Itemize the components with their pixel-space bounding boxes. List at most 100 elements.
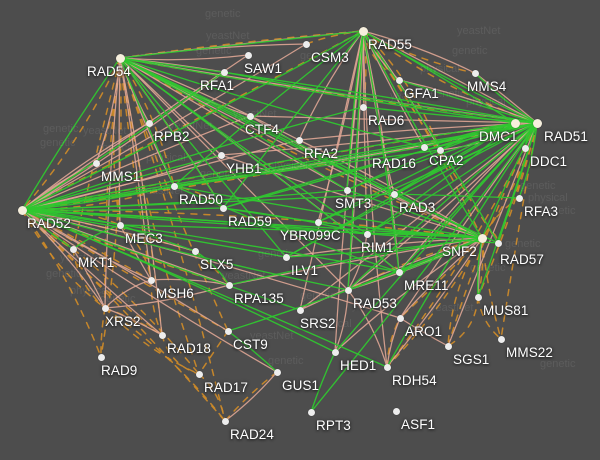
- graph-node-cst9[interactable]: [224, 327, 232, 335]
- graph-node-rad52[interactable]: [17, 205, 27, 215]
- graph-node-dmc1[interactable]: [510, 118, 520, 128]
- edge-RAD52-CST9: [21, 209, 229, 332]
- edge-RAD51-MMS4: [474, 72, 538, 124]
- graph-node-smt3[interactable]: [343, 186, 351, 194]
- edge-RAD55-DMC1: [362, 30, 516, 124]
- graph-node-ctf4[interactable]: [246, 112, 254, 120]
- graph-node-mec3[interactable]: [116, 221, 124, 229]
- edge-MUS81-MMS22: [477, 296, 502, 340]
- graph-node-csm3[interactable]: [302, 40, 310, 48]
- edge-RAD51-MUS81: [477, 122, 538, 298]
- edge-RAD54-XRS2: [104, 57, 121, 309]
- graph-node-rfa1[interactable]: [220, 68, 228, 76]
- edge-RAD52-RAD59: [21, 207, 224, 211]
- edge-RAD52-RDH54: [21, 209, 388, 368]
- graph-node-srs2[interactable]: [296, 306, 304, 314]
- graph-node-hed1[interactable]: [331, 348, 339, 356]
- graph-node-asf1[interactable]: [392, 407, 400, 415]
- edge-RAD52-ILV1: [21, 209, 287, 258]
- edge-XRS2-MKT1: [72, 248, 106, 309]
- graph-node-rad9[interactable]: [97, 353, 105, 361]
- edge-RAD51-GFA1: [398, 79, 538, 124]
- edge-RAD51-MMS4: [474, 72, 538, 124]
- edge-RAD54-RAD59: [119, 57, 224, 209]
- graph-node-rim1[interactable]: [363, 230, 371, 238]
- edge-RAD52-RAD55: [21, 30, 364, 211]
- graph-node-snf2[interactable]: [477, 233, 487, 243]
- edge-SNF2-CST9: [227, 237, 483, 332]
- edge-RAD55-MRE11: [362, 30, 400, 273]
- graph-node-cpa2[interactable]: [420, 143, 428, 151]
- edge-RAD54-CST9: [119, 57, 229, 332]
- graph-node-rfa2[interactable]: [295, 136, 303, 144]
- edge-RAD55-YBR099C: [317, 30, 364, 223]
- edge-RAD52-MKT1: [21, 209, 74, 250]
- graph-node-rad6[interactable]: [359, 103, 367, 111]
- edge-RAD51-GFA1: [398, 79, 538, 124]
- edge-RAD54-RAD55: [119, 30, 364, 59]
- edge-RAD52-RAD53: [21, 209, 349, 291]
- graph-node-rad54[interactable]: [115, 53, 125, 63]
- edge-DMC1-ILV1: [285, 122, 516, 258]
- graph-node-rpb2[interactable]: [145, 119, 153, 127]
- graph-node-rdh54[interactable]: [383, 363, 391, 371]
- graph-node-rad59[interactable]: [219, 204, 227, 212]
- edge-RAD18-RAD17: [161, 334, 200, 375]
- edge-RAD17-RAD24: [198, 373, 226, 422]
- edge-RAD55-RFA2: [298, 30, 364, 141]
- graph-node-sgs1[interactable]: [444, 342, 452, 350]
- graph-node-rad57[interactable]: [494, 239, 502, 247]
- edge-RAD54-RAD18: [119, 57, 163, 336]
- graph-node-rad18[interactable]: [158, 331, 166, 339]
- graph-node-rad24[interactable]: [221, 417, 229, 425]
- graph-node-ddc1[interactable]: [521, 144, 529, 152]
- graph-node-mus81[interactable]: [474, 293, 482, 301]
- edge-SNF2-SGS1: [447, 237, 483, 347]
- edge-RAD51-RIM1: [366, 122, 538, 235]
- graph-node-aro1[interactable]: [396, 314, 404, 322]
- edge-RAD54-ILV1: [119, 57, 287, 258]
- graph-node-rad53[interactable]: [344, 286, 352, 294]
- edge-RAD52-SRS2: [21, 209, 301, 311]
- graph-node-rad50[interactable]: [170, 182, 178, 190]
- graph-node-rfa3[interactable]: [515, 194, 523, 202]
- graph-node-gus1[interactable]: [273, 368, 281, 376]
- edge-RAD55-SRS2: [299, 30, 364, 311]
- edge-RAD52-ARO1: [21, 209, 401, 319]
- graph-node-saw1[interactable]: [244, 51, 252, 59]
- graph-node-rad16[interactable]: [436, 146, 444, 154]
- edge-SNF2-MEC3: [119, 224, 483, 239]
- graph-node-rad51[interactable]: [532, 118, 542, 128]
- graph-node-ybr099c[interactable]: [314, 218, 322, 226]
- edge-SNF2-MMS22: [481, 237, 502, 340]
- edge-XRS2-RAD24: [104, 307, 226, 422]
- graph-node-mms1[interactable]: [92, 159, 100, 167]
- graph-node-ilv1[interactable]: [282, 253, 290, 261]
- graph-node-xrs2[interactable]: [101, 304, 109, 312]
- edge-RAD52-RIM1: [21, 209, 368, 235]
- edge-RAD54-MSH6: [119, 57, 152, 281]
- graph-node-rpt3[interactable]: [307, 408, 315, 416]
- edge-RAD52-RAD18: [21, 209, 163, 336]
- edge-RAD51-RAD53: [347, 122, 538, 291]
- graph-node-msh6[interactable]: [147, 276, 155, 284]
- graph-node-rad17[interactable]: [195, 370, 203, 378]
- graph-node-mms22[interactable]: [497, 335, 505, 343]
- graph-node-rpa135[interactable]: [225, 281, 233, 289]
- edge-RAD55-SMT3: [346, 30, 364, 191]
- edge-RAD51-RAD54: [119, 57, 538, 124]
- graph-node-mms4[interactable]: [471, 69, 479, 77]
- edge-RAD52-RFA1: [21, 71, 225, 211]
- graph-node-slx5[interactable]: [191, 247, 199, 255]
- edge-RAD54-RAD9: [100, 57, 122, 358]
- graph-node-mre11[interactable]: [395, 268, 403, 276]
- graph-node-gfa1[interactable]: [395, 76, 403, 84]
- edge-RAD52-SMT3: [21, 189, 348, 211]
- graph-node-rad3[interactable]: [390, 190, 398, 198]
- graph-node-mkt1[interactable]: [69, 245, 77, 253]
- edge-RAD52-XRS2: [21, 209, 106, 309]
- graph-node-rad55[interactable]: [358, 26, 368, 36]
- graph-node-yhb1[interactable]: [217, 151, 225, 159]
- edge-RAD55-RAD57: [362, 30, 499, 244]
